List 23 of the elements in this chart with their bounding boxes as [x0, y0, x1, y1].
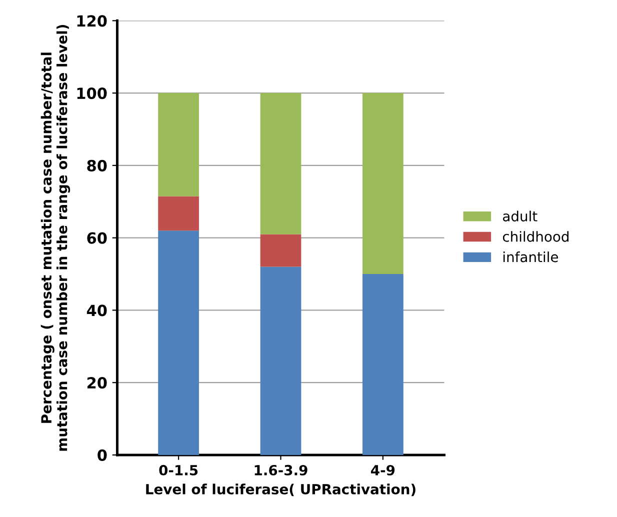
y-tick-label: 0 — [98, 449, 107, 461]
bar — [362, 274, 404, 455]
y-tick-label: 100 — [77, 88, 107, 100]
y-tick-label: 40 — [86, 304, 107, 316]
bar — [260, 266, 302, 455]
legend-label: infantile — [503, 251, 558, 262]
bar — [362, 93, 404, 274]
bar — [260, 234, 302, 267]
y-tick-label: 20 — [87, 377, 107, 389]
y-tick-label: 120 — [77, 15, 107, 27]
legend-label: childhood — [502, 231, 568, 242]
x-axis-title: Level of luciferase( UPRactivation) — [146, 484, 416, 496]
y-axis-title: Percentage ( onset mutation case number/total mutation case number in the range of luciferase level) — [40, 24, 70, 451]
bar — [158, 196, 199, 231]
bar — [158, 230, 199, 455]
legend-label: adult — [503, 210, 538, 222]
y-tick-label: 80 — [87, 160, 107, 172]
y-tick-label: 60 — [87, 232, 107, 244]
x-tick-label: 0-1.5 — [159, 464, 198, 476]
bar — [158, 93, 199, 196]
x-tick-label: 4-9 — [371, 464, 395, 476]
bar — [260, 93, 302, 234]
x-tick-label: 1.6-3.9 — [254, 464, 308, 476]
